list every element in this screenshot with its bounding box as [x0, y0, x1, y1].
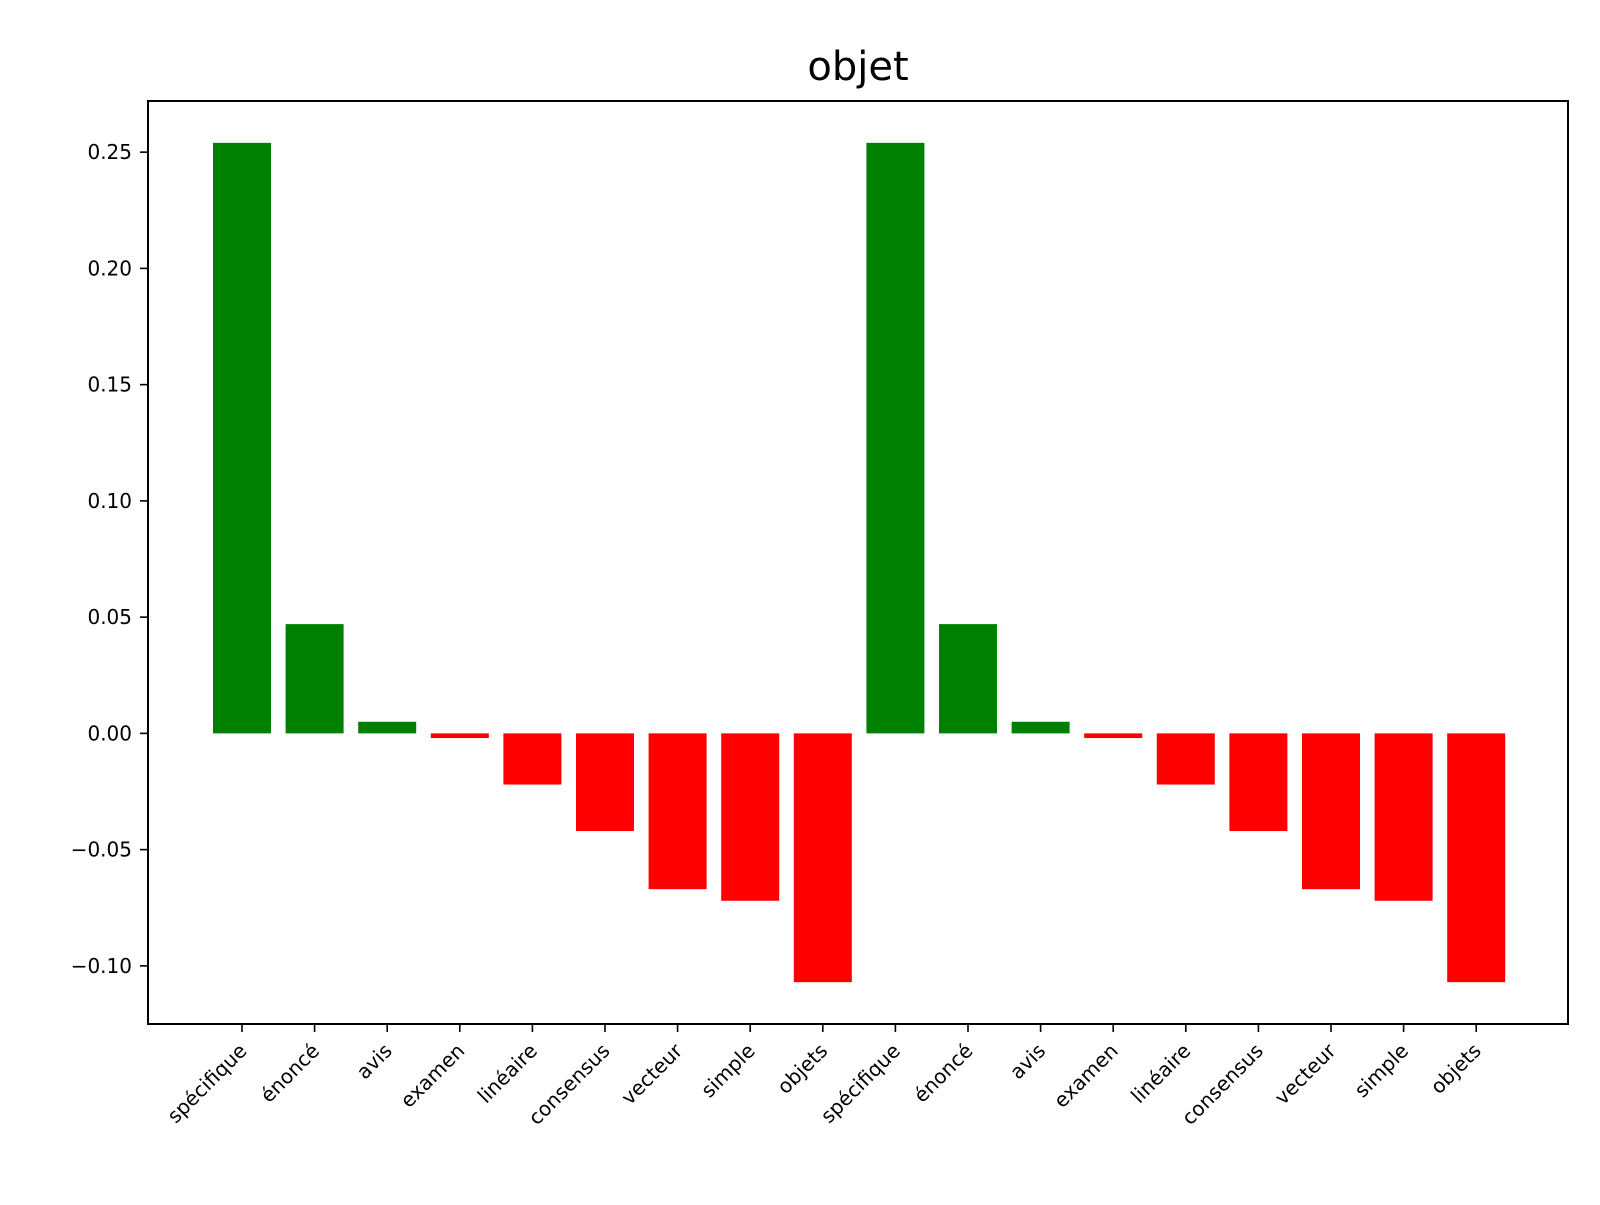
x-tick-label: avis — [1005, 1039, 1050, 1084]
x-tick-label: spécifique — [816, 1039, 905, 1128]
x-tick-label: vecteur — [616, 1038, 687, 1109]
y-tick-label: 0.25 — [87, 140, 132, 164]
bar-4 — [430, 733, 489, 739]
bar-8 — [721, 733, 780, 901]
bar-18 — [1447, 733, 1506, 983]
y-tick-label: 0.00 — [87, 721, 132, 745]
bar-10 — [866, 142, 925, 734]
bar-6 — [576, 733, 634, 832]
x-tick-label: objets — [1426, 1039, 1486, 1099]
y-axis: −0.10 −0.05 0.00 0.05 0.10 0.15 0.20 0.25 — [71, 140, 148, 978]
bar-16 — [1302, 733, 1360, 890]
bar-17 — [1374, 733, 1433, 901]
x-tick-label: examen — [1049, 1039, 1123, 1113]
bar-3 — [358, 721, 417, 734]
y-tick-label: 0.05 — [87, 605, 132, 629]
chart-title: objet — [807, 44, 908, 90]
y-tick-label: 0.10 — [87, 489, 132, 513]
bar-15 — [1229, 733, 1288, 832]
bar-2 — [285, 624, 344, 734]
bar-9 — [793, 733, 852, 983]
x-tick-label: énoncé — [255, 1039, 324, 1108]
bar-7 — [648, 733, 707, 890]
bar-13 — [1084, 733, 1143, 739]
x-tick-label: simple — [696, 1039, 760, 1103]
y-tick-label: −0.10 — [71, 954, 132, 978]
plot-area-frame — [147, 100, 1569, 1025]
bar-1 — [213, 142, 271, 734]
x-tick-label: simple — [1349, 1039, 1413, 1103]
bar-5 — [503, 733, 562, 785]
y-tick-label: −0.05 — [71, 838, 132, 862]
bar-11 — [939, 624, 997, 734]
x-tick-label: examen — [395, 1039, 469, 1113]
x-tick-label: spécifique — [162, 1039, 251, 1128]
y-tick-label: 0.20 — [87, 256, 132, 280]
x-tick-label: linéaire — [473, 1039, 542, 1108]
x-tick-label: objets — [772, 1039, 832, 1099]
bars-layer — [213, 142, 1506, 983]
x-tick-label: avis — [351, 1039, 396, 1084]
bar-12 — [1011, 721, 1070, 734]
x-tick-label: vecteur — [1270, 1038, 1341, 1109]
x-tick-label: linéaire — [1126, 1039, 1195, 1108]
x-tick-label: énoncé — [909, 1039, 978, 1108]
y-tick-label: 0.15 — [87, 373, 132, 397]
bar-14 — [1156, 733, 1215, 785]
